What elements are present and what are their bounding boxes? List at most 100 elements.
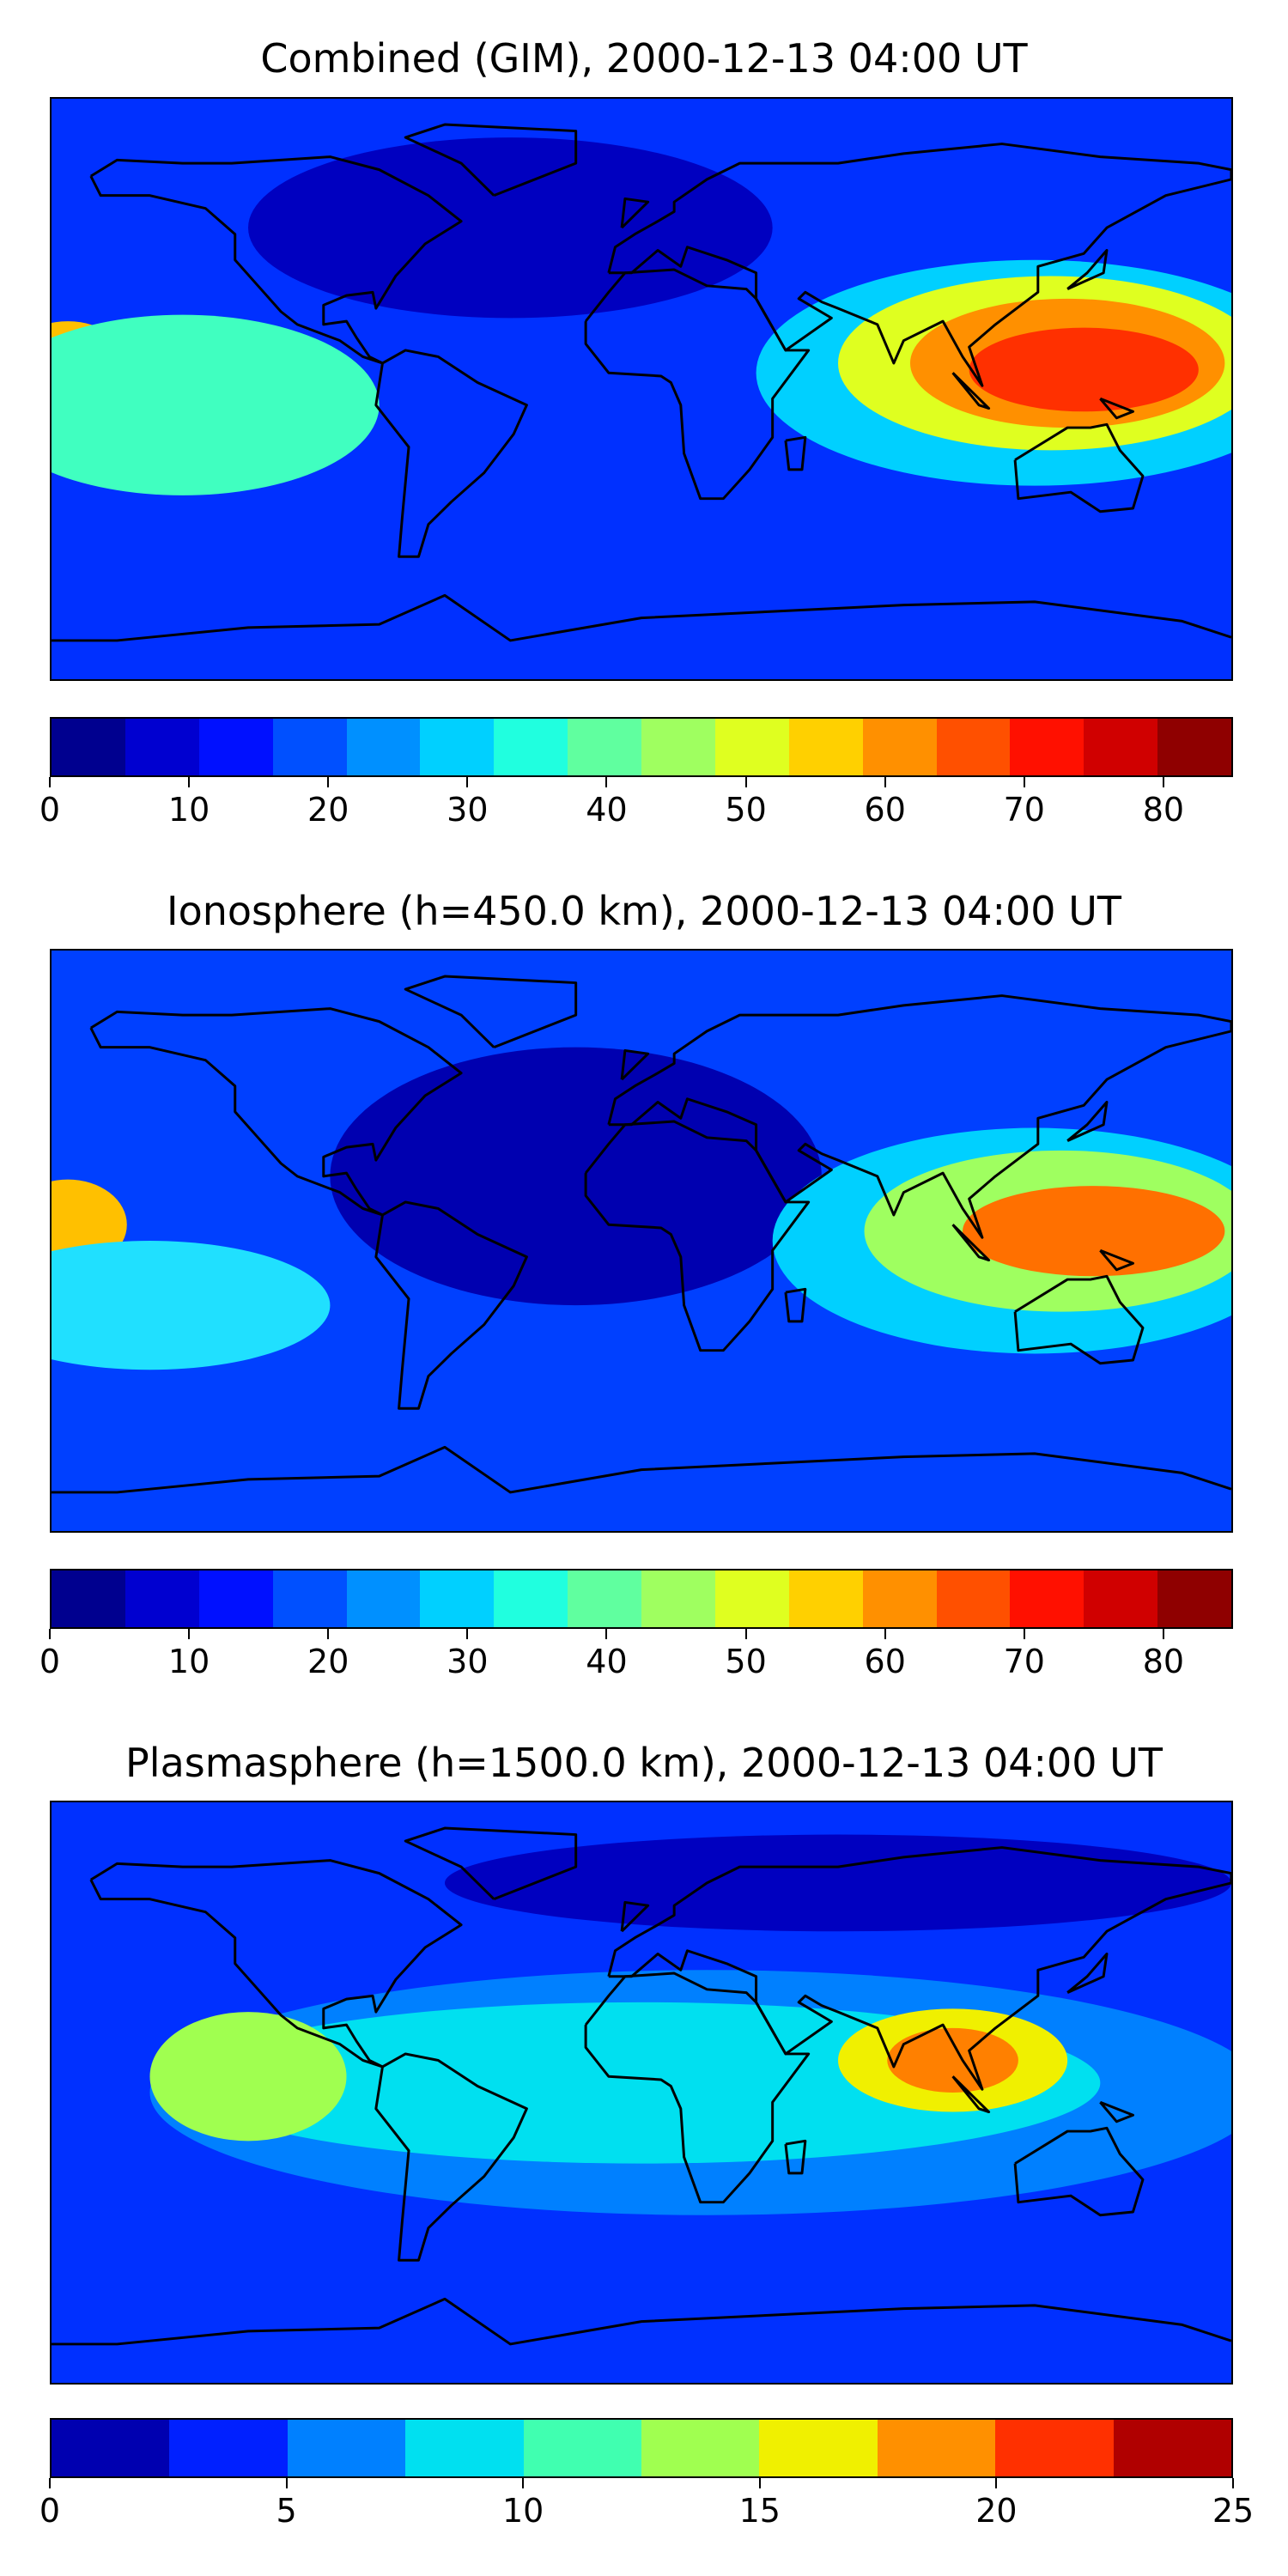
colorbar-tick-label: 25	[1212, 2492, 1255, 2530]
colorbar	[50, 1569, 1233, 1629]
colorbar-swatch	[1084, 719, 1158, 775]
colorbar-tick	[884, 777, 886, 787]
colorbar-tick-label: 50	[725, 791, 767, 829]
colorbar-swatch	[568, 719, 641, 775]
colorbar-tick	[758, 2478, 761, 2488]
colorbar-tick-label: 10	[502, 2492, 544, 2530]
colorbar-tick	[522, 2478, 525, 2488]
coastline	[784, 435, 807, 471]
colorbar-tick-label: 0	[39, 791, 61, 829]
colorbar-tick-label: 10	[167, 1643, 210, 1680]
coastline	[89, 155, 463, 365]
field-contour	[330, 1047, 822, 1306]
colorbar-swatch	[125, 719, 199, 775]
colorbar-swatch	[420, 719, 495, 775]
colorbar	[50, 717, 1233, 777]
colorbar-tick-label: 80	[1142, 791, 1185, 829]
field-contour	[52, 314, 380, 495]
coastline	[89, 1859, 463, 2069]
map-canvas	[52, 99, 1231, 679]
coastline	[620, 1900, 650, 1933]
coastline	[951, 1224, 991, 1262]
coastline	[374, 1200, 528, 1410]
colorbar-swatch	[714, 1571, 789, 1627]
colorbar-swatch	[272, 719, 347, 775]
coastline	[1013, 422, 1145, 513]
colorbar-swatch	[125, 1571, 199, 1627]
colorbar-tick	[1023, 1629, 1025, 1639]
coastline	[374, 349, 528, 558]
colorbar-swatch	[287, 2420, 406, 2476]
colorbar-tick-label: 15	[738, 2492, 781, 2530]
field-contour	[963, 1186, 1225, 1277]
colorbar-swatch	[420, 1571, 495, 1627]
field-contour	[887, 2027, 1018, 2093]
colorbar-swatch	[759, 2420, 878, 2476]
coastline	[784, 1287, 807, 1323]
tec-map	[50, 97, 1233, 681]
coastline	[1013, 2126, 1145, 2217]
colorbar-swatch	[568, 1571, 641, 1627]
colorbar-swatch	[641, 2420, 760, 2476]
colorbar-swatch	[936, 1571, 1011, 1627]
colorbar-tick	[884, 1629, 886, 1639]
colorbar-swatch	[523, 2420, 642, 2476]
colorbar-tick-label: 20	[307, 791, 349, 829]
colorbar-tick	[327, 1629, 330, 1639]
colorbar-tick	[1162, 777, 1164, 787]
coastline	[607, 994, 1231, 1239]
coastline	[951, 372, 991, 410]
colorbar-swatch	[52, 1571, 125, 1627]
colorbar-swatch	[52, 2420, 170, 2476]
colorbar-tick-label: 30	[447, 1643, 489, 1680]
coastline	[404, 123, 578, 197]
field-contour	[248, 137, 773, 319]
coastline	[607, 1846, 1231, 2091]
colorbar-swatch	[272, 1571, 347, 1627]
colorbar-tick-label: 10	[167, 791, 210, 829]
colorbar-swatch	[1084, 1571, 1158, 1627]
colorbar-swatch	[877, 2420, 996, 2476]
field-contour	[969, 327, 1199, 412]
coastline	[1066, 249, 1109, 290]
coastline	[584, 268, 811, 501]
coastline	[607, 143, 1231, 387]
coastline	[1099, 1249, 1134, 1272]
colorbar-tick-label: 60	[864, 1643, 906, 1680]
coastline	[951, 2075, 991, 2114]
colorbar-tick-label: 80	[1142, 1643, 1185, 1680]
colorbar-tick-label: 70	[1003, 1643, 1045, 1680]
coastline	[52, 2297, 1231, 2346]
colorbar-tick	[188, 777, 191, 787]
colorbar-tick	[744, 777, 747, 787]
colorbar-tick-label: 20	[307, 1643, 349, 1680]
coastline	[584, 1971, 811, 2204]
colorbar-swatch	[346, 1571, 421, 1627]
colorbar-tick	[1232, 2478, 1234, 2488]
colorbar-ticks: 0 5 10 15 20 25	[39, 2478, 1254, 2530]
colorbar-swatch	[494, 719, 568, 775]
colorbar-swatch	[641, 1571, 715, 1627]
colorbar-swatch	[1010, 1571, 1084, 1627]
map-canvas	[52, 951, 1231, 1531]
coastline	[584, 1120, 811, 1352]
tec-map	[50, 949, 1233, 1533]
colorbar-tick	[744, 1629, 747, 1639]
colorbar-ticks: 0 10 20 30 40 50 60 70 80	[39, 777, 1233, 829]
colorbar-tick	[605, 777, 608, 787]
colorbar-swatch	[198, 1571, 273, 1627]
tec-map	[50, 1801, 1233, 2385]
coastline	[1013, 1274, 1145, 1365]
colorbar-swatch	[936, 719, 1011, 775]
colorbar-tick-label: 60	[864, 791, 906, 829]
colorbar-tick-label: 0	[39, 1643, 61, 1680]
coastline	[52, 1445, 1231, 1494]
colorbar-swatch	[346, 719, 421, 775]
map-title: Ionosphere (h=450.0 km), 2000-12-13 04:0…	[167, 888, 1121, 934]
colorbar-tick	[49, 2478, 51, 2488]
colorbar-tick-label: 5	[276, 2492, 297, 2530]
colorbar-tick	[605, 1629, 608, 1639]
colorbar-tick	[1162, 1629, 1164, 1639]
coastline	[1099, 397, 1134, 420]
coastline	[620, 197, 650, 229]
